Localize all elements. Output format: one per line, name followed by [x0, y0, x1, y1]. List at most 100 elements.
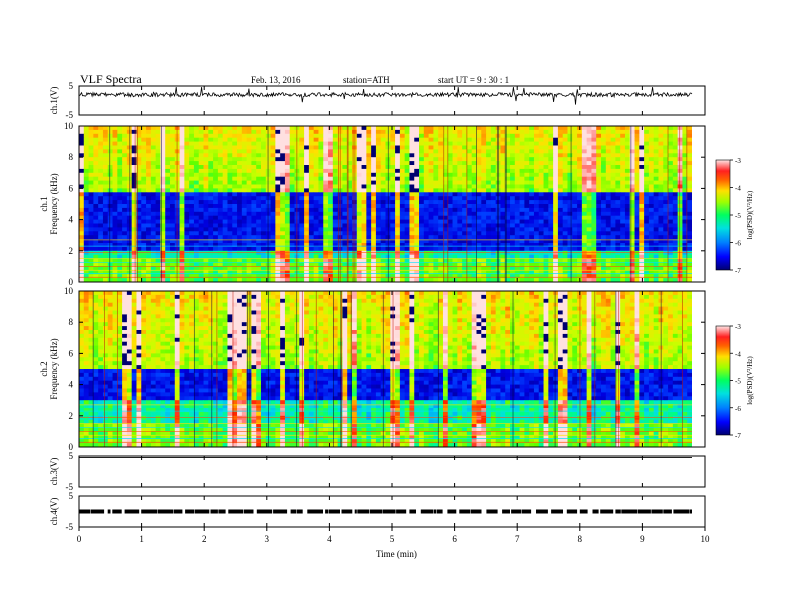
spectrogram-cell: [634, 165, 640, 170]
spectrogram-cell: [672, 165, 679, 170]
spectrogram-cell: [639, 172, 645, 178]
spectrogram-cell: [533, 184, 540, 189]
spectrogram-cell: [313, 137, 319, 142]
spectrogram-cell: [481, 243, 487, 248]
spectrogram-cell: [663, 161, 669, 166]
spectrogram-cell: [505, 246, 511, 252]
spectrogram-cell: [280, 262, 286, 267]
spectrogram-cell: [332, 239, 339, 244]
spectrogram-cell: [237, 137, 243, 142]
spectrogram-cell: [404, 192, 410, 197]
spectrogram-cell: [146, 243, 152, 248]
spectrogram-cell: [289, 246, 295, 252]
spectrogram-cell: [79, 149, 85, 154]
spectrogram-cell: [304, 157, 310, 162]
spectrogram-cell: [634, 126, 640, 131]
spectrogram-cell: [514, 211, 520, 217]
spectrogram-cell: [476, 262, 482, 267]
spectrogram-cell: [620, 250, 626, 256]
spectrogram-cell: [457, 227, 463, 232]
spectrogram-cell: [567, 161, 573, 166]
spectrogram-cell: [644, 172, 650, 178]
spectrogram-cell: [112, 246, 118, 252]
spectrogram-cell: [93, 270, 99, 275]
spectrogram-cell: [284, 239, 291, 244]
spectrogram-cell: [356, 129, 362, 135]
spectrogram-cell: [356, 258, 362, 263]
spectrogram-cell: [237, 262, 243, 267]
spectrogram-cell: [332, 200, 339, 205]
spectrogram-cell: [562, 262, 568, 267]
spectrogram-cell: [328, 270, 334, 275]
spectrogram-cell: [193, 180, 200, 185]
spectrogram-cell: [433, 145, 439, 150]
spectrogram-cell: [150, 133, 157, 139]
spectrogram-cell: [323, 200, 329, 205]
spectrogram-cell: [241, 137, 248, 142]
spectrogram-cell: [442, 211, 449, 217]
spectrogram-cell: [313, 145, 319, 150]
spectrogram-cell: [131, 223, 137, 228]
spectrogram-cell: [500, 161, 506, 166]
spectrogram-cell: [299, 223, 305, 228]
spectrogram-cell: [644, 129, 650, 135]
spectrogram-cell: [471, 254, 477, 259]
spectrogram-cell: [308, 262, 315, 267]
spectrogram-cell: [342, 157, 348, 162]
spectrogram-cell: [251, 227, 257, 232]
spectrogram-cell: [361, 204, 367, 209]
spectrogram-cell: [332, 204, 339, 209]
spectrogram-cell: [299, 200, 305, 205]
spectrogram-cell: [146, 129, 152, 135]
spectrogram-cell: [624, 180, 631, 185]
spectrogram-cell: [629, 133, 635, 139]
spectrogram-cell: [510, 235, 516, 240]
spectrogram-cell: [217, 258, 224, 263]
spectrogram-cell: [634, 184, 640, 189]
spectrogram-cell: [519, 157, 525, 162]
spectrogram-cell: [581, 165, 588, 170]
spectrogram-cell: [375, 157, 382, 162]
spectrogram-cell: [79, 184, 85, 189]
spectrogram-cell: [610, 231, 616, 236]
spectrogram-cell: [663, 145, 669, 150]
spectrogram-cell: [117, 266, 123, 271]
spectrogram-cell: [505, 227, 511, 232]
spectrogram-cell: [466, 235, 473, 240]
spectrogram-cell: [198, 200, 204, 205]
spectrogram-cell: [203, 246, 209, 252]
spectrogram-cell: [481, 145, 487, 150]
spectrogram-cell: [141, 126, 147, 131]
spectrogram-cell: [102, 161, 109, 166]
spectrogram-cell: [462, 192, 468, 197]
spectrogram-cell: [586, 223, 592, 228]
spectrogram-cell: [682, 246, 688, 252]
spectrogram-cell: [332, 235, 339, 240]
spectrogram-cell: [577, 141, 583, 146]
spectrogram-cell: [543, 165, 549, 170]
spectrogram-cell: [184, 168, 190, 174]
spectrogram-cell: [256, 165, 262, 170]
spectrogram-cell: [371, 145, 377, 150]
spectrogram-cell: [232, 250, 238, 256]
spectrogram-cell: [208, 180, 214, 185]
spectrogram-cell: [88, 207, 94, 213]
spectrogram-cell: [169, 204, 176, 209]
spectrogram-cell: [251, 149, 257, 154]
spectrogram-cell: [577, 180, 583, 185]
spectrogram-cell: [193, 246, 200, 252]
spectrogram-cell: [414, 274, 420, 279]
spectrogram-cell: [553, 145, 559, 150]
spectrogram-cell: [93, 126, 99, 131]
spectrogram-cell: [505, 172, 511, 178]
spectrogram-cell: [519, 188, 525, 193]
spectrogram-cell: [256, 161, 262, 166]
spectrogram-cell: [562, 266, 568, 271]
spectrogram-cell: [529, 200, 535, 205]
spectrogram-cell: [644, 270, 650, 275]
spectrogram-cell: [371, 184, 377, 189]
spectrogram-cell: [323, 196, 329, 201]
spectrogram-cell: [131, 161, 137, 166]
spectrogram-cell: [83, 161, 89, 166]
spectrogram-cell: [169, 227, 176, 232]
